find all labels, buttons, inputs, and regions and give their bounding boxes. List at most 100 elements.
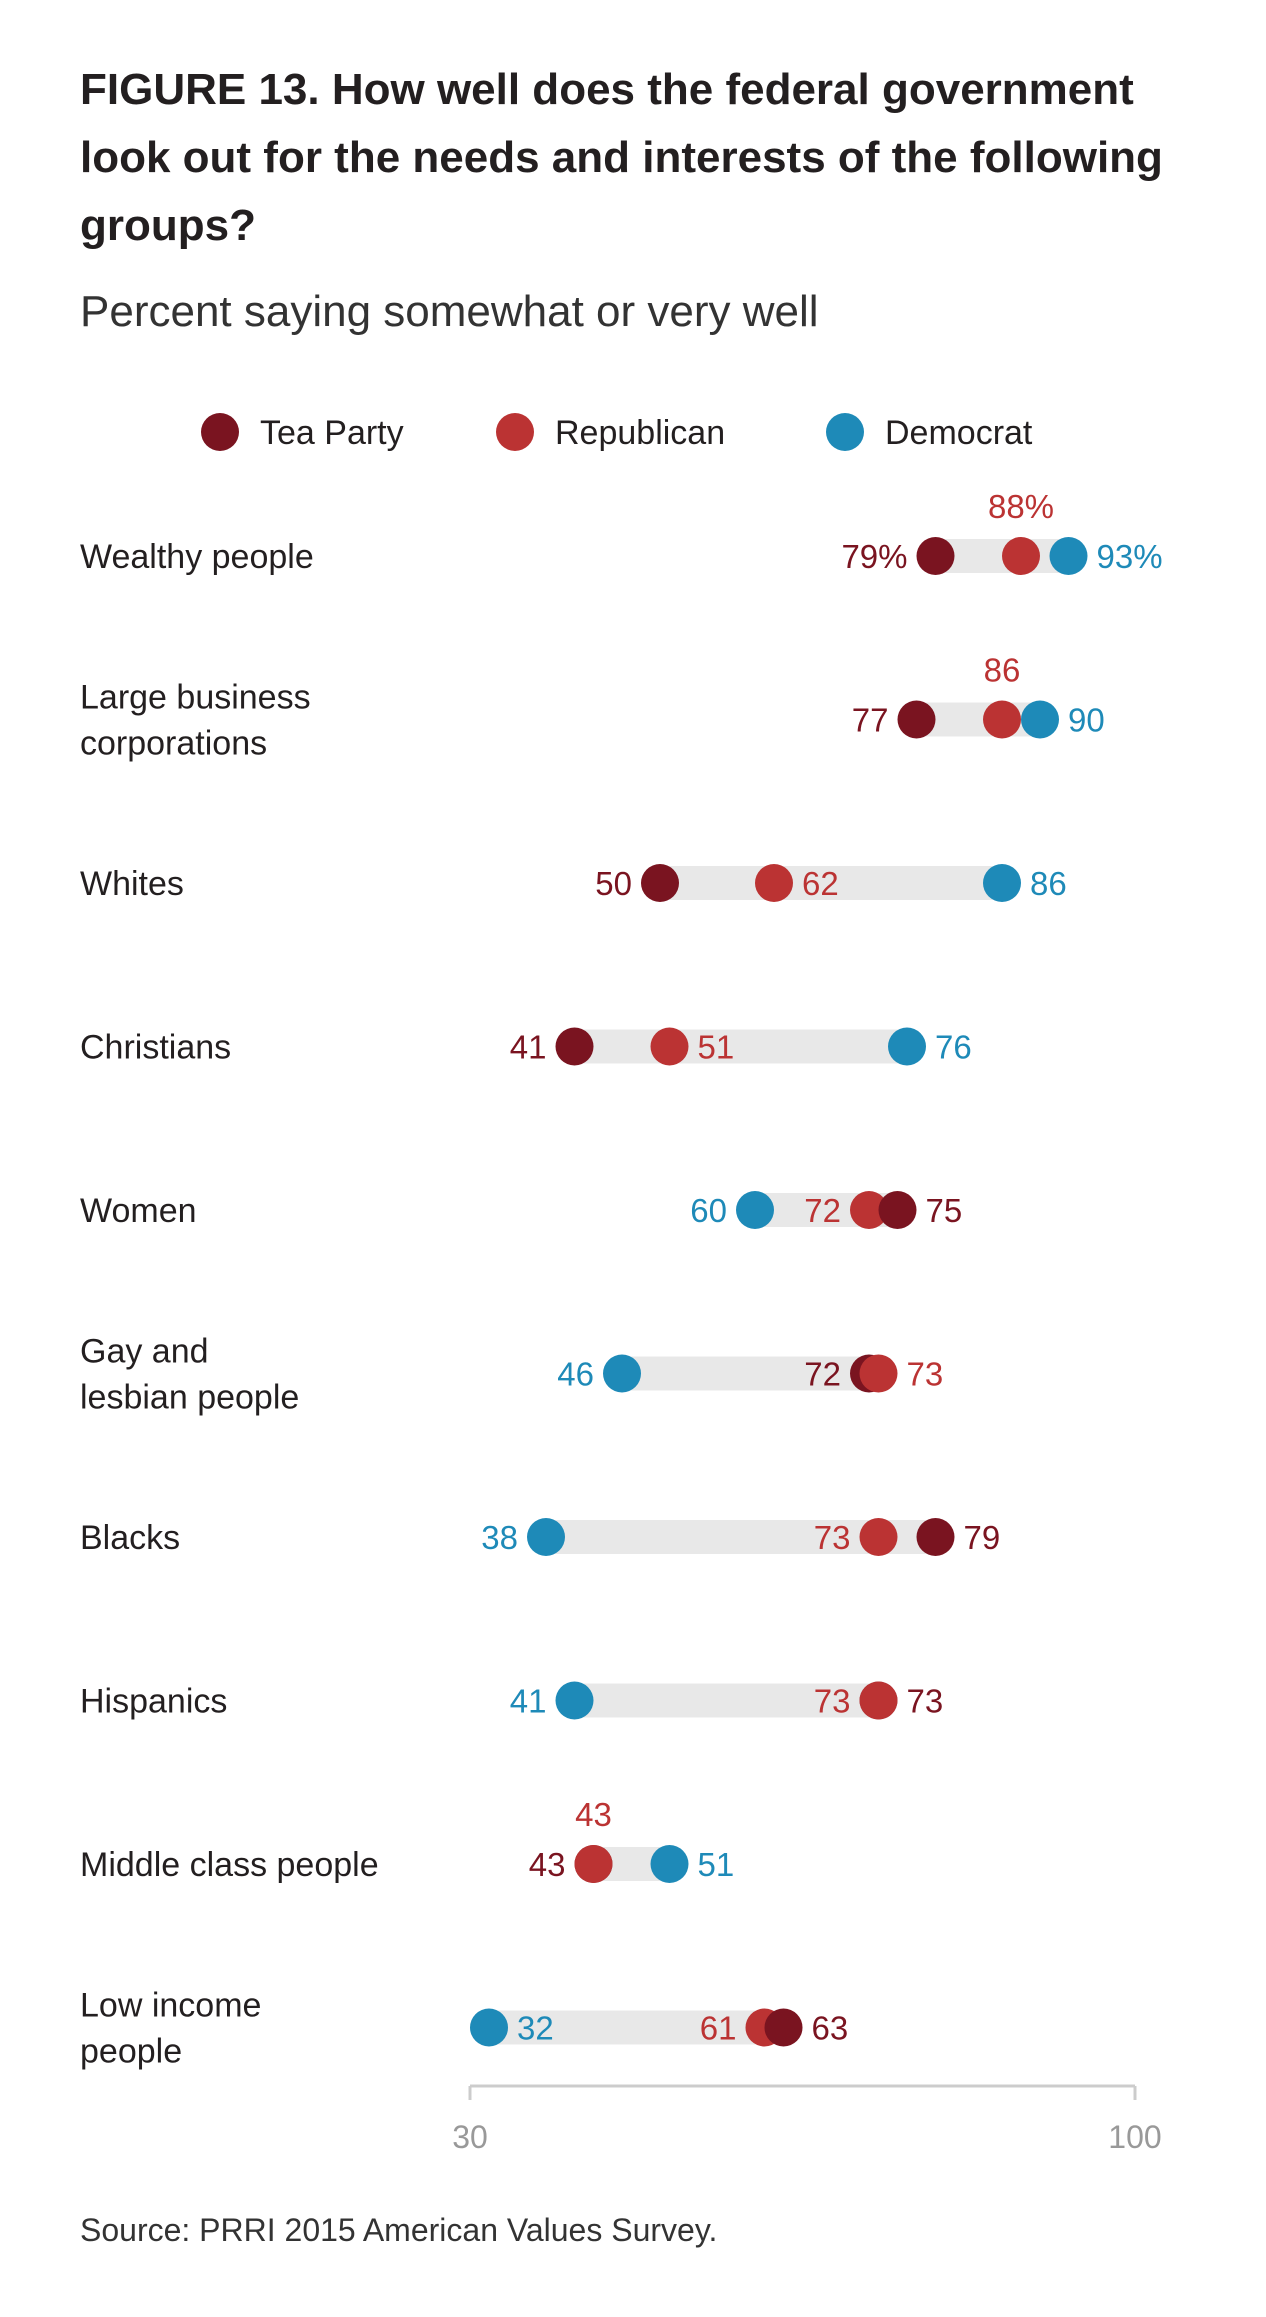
value-label-democrat: 90	[1068, 702, 1105, 739]
value-label-tea_party: 72	[804, 1356, 841, 1393]
dot-republican	[859, 1681, 898, 1720]
x-tick-label: 100	[1108, 2119, 1161, 2155]
range-band	[574, 1683, 879, 1718]
category-label: Women	[80, 1192, 197, 1230]
dot-republican	[1002, 537, 1040, 575]
dot-democrat	[1021, 700, 1059, 739]
value-label-republican: 73	[907, 1356, 944, 1393]
category-label: Whites	[80, 865, 184, 903]
value-label-republican: 43	[575, 1796, 612, 1833]
legend-marker-tea_party	[201, 413, 239, 451]
chart-subtitle: Percent saying somewhat or very well	[80, 287, 819, 336]
x-axis: 30 100	[452, 2084, 1162, 2155]
category-label-line: Women	[80, 1192, 197, 1230]
dot-republican	[859, 1518, 898, 1556]
category-label-line: lesbian people	[80, 1379, 299, 1417]
dot-democrat	[527, 1518, 565, 1556]
row-3: Christians 41 51 76	[80, 1027, 972, 1067]
value-label-republican: 61	[700, 2010, 737, 2047]
category-label: Gay and lesbian people	[80, 1333, 299, 1417]
range-band	[574, 1029, 907, 1064]
legend-marker-democrat	[826, 413, 864, 451]
category-label-line: Low income	[80, 1987, 261, 2025]
category-label: Middle class people	[80, 1846, 379, 1884]
value-label-republican: 72	[804, 1192, 841, 1229]
dot-tea_party	[641, 864, 679, 902]
value-label-tea_party: 43	[529, 1846, 566, 1883]
category-label: Wealthy people	[80, 538, 314, 576]
chart-title: FIGURE 13. How well does the federal gov…	[80, 65, 1163, 250]
value-label-democrat: 41	[510, 1683, 547, 1720]
value-label-tea_party: 73	[907, 1683, 944, 1720]
row-2: Whites 50 62 86	[80, 864, 1067, 903]
category-label-line: Christians	[80, 1029, 231, 1067]
category-label-line: Whites	[80, 865, 184, 903]
value-label-tea_party: 79%	[841, 538, 907, 575]
category-label: Hispanics	[80, 1683, 227, 1721]
category-label-line: corporations	[80, 725, 267, 763]
value-label-tea_party: 79	[964, 1519, 1001, 1556]
dot-republican	[755, 864, 793, 902]
chart-legend: Tea Party Republican Democrat	[201, 413, 1033, 452]
value-label-republican: 73	[814, 1683, 851, 1720]
value-label-democrat: 60	[690, 1192, 727, 1229]
row-6: Blacks 79 73 38	[80, 1518, 1000, 1557]
dot-democrat	[555, 1681, 594, 1720]
value-label-republican: 86	[984, 652, 1021, 689]
category-label-line: Hispanics	[80, 1683, 227, 1721]
range-band	[489, 2010, 784, 2045]
value-label-republican: 88%	[988, 488, 1054, 525]
dot-democrat	[603, 1354, 641, 1393]
dot-democrat	[470, 2008, 508, 2047]
dot-democrat	[736, 1191, 774, 1229]
value-label-tea_party: 50	[595, 865, 632, 902]
dot-democrat	[650, 1845, 689, 1883]
row-1: Large business corporations 77 86 90	[80, 652, 1105, 763]
category-label: Low income people	[80, 1987, 261, 2071]
category-label-line: Wealthy people	[80, 538, 314, 576]
category-label: Christians	[80, 1029, 231, 1067]
value-label-democrat: 32	[517, 2010, 554, 2047]
value-label-republican: 73	[814, 1519, 851, 1556]
category-label: Blacks	[80, 1519, 180, 1557]
dot-republican	[850, 1191, 888, 1229]
value-label-democrat: 76	[935, 1029, 972, 1066]
value-label-democrat: 93%	[1097, 538, 1163, 575]
value-label-tea_party: 41	[510, 1029, 547, 1066]
row-5: Gay and lesbian people 72 73 46	[80, 1333, 943, 1417]
x-tick-label: 30	[452, 2119, 488, 2155]
dot-democrat	[983, 864, 1021, 902]
legend-marker-republican	[496, 413, 534, 451]
category-label-line: Middle class people	[80, 1846, 379, 1884]
dot-republican	[574, 1845, 613, 1883]
dot-republican	[650, 1027, 689, 1066]
category-label-line: people	[80, 2033, 182, 2071]
value-label-democrat: 51	[698, 1846, 735, 1883]
value-label-tea_party: 77	[852, 702, 889, 739]
row-7: Hispanics 73 73 41	[80, 1681, 944, 1721]
value-label-republican: 62	[802, 865, 839, 902]
dot-tea_party	[764, 2008, 803, 2047]
row-0: Wealthy people 79% 88% 93%	[80, 488, 1163, 576]
dot-tea_party	[916, 537, 955, 575]
value-label-republican: 51	[698, 1029, 735, 1066]
legend-label-republican: Republican	[555, 414, 725, 452]
value-label-democrat: 38	[481, 1519, 518, 1556]
row-9: Low income people 63 61 32	[80, 1987, 848, 2071]
value-label-tea_party: 75	[926, 1192, 963, 1229]
range-band	[622, 1356, 879, 1391]
dot-tea_party	[897, 700, 936, 739]
source-note: Source: PRRI 2015 American Values Survey…	[80, 2212, 718, 2248]
legend-label-democrat: Democrat	[885, 414, 1033, 452]
dot-plot-chart: Tea Party Republican Democrat Wealthy peop…	[80, 413, 1163, 2155]
dot-tea_party	[555, 1027, 594, 1066]
dot-republican	[983, 700, 1021, 739]
range-band	[660, 866, 1002, 900]
category-label-line: Blacks	[80, 1519, 180, 1557]
chart-rows: Wealthy people 79% 88% 93% Large business cor…	[80, 488, 1163, 2071]
dot-democrat	[888, 1027, 926, 1066]
dot-tea_party	[878, 1191, 917, 1229]
value-label-democrat: 46	[557, 1356, 594, 1393]
legend-label-tea_party: Tea Party	[260, 414, 404, 452]
